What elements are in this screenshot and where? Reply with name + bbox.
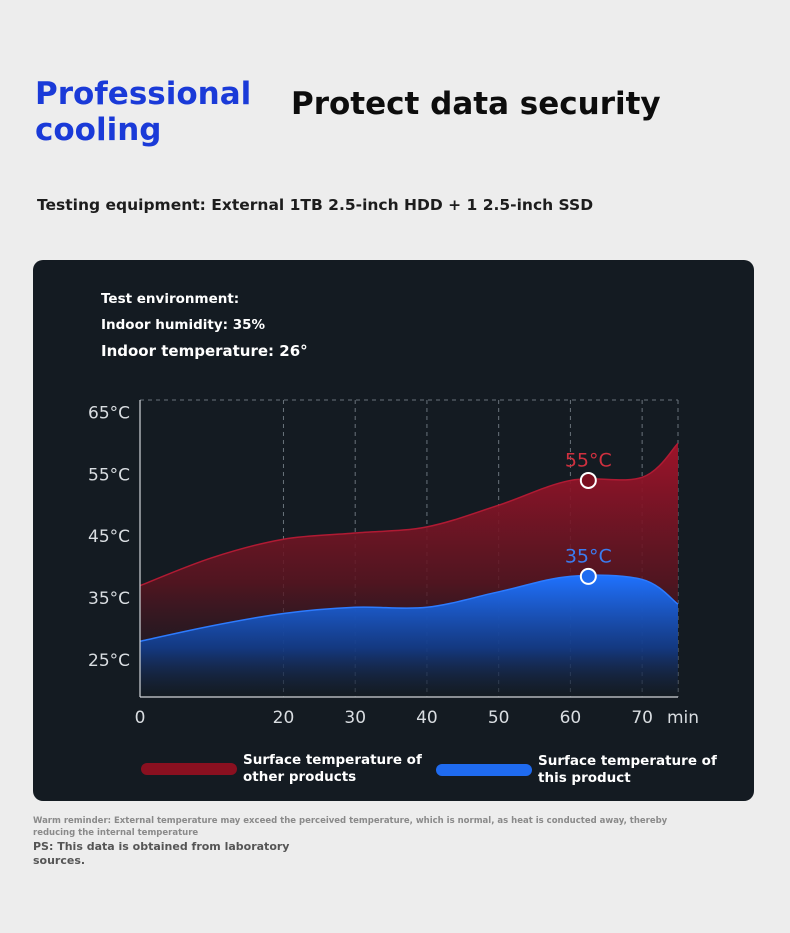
series-this-product-line <box>139 574 679 643</box>
legend-this-product: Surface temperature of this product <box>436 753 728 787</box>
legend-label-this: Surface temperature of this product <box>538 753 717 786</box>
environment-temperature: Indoor temperature: 26° <box>101 342 308 360</box>
legend-swatch-other <box>141 763 237 775</box>
x-tick-label: 30 <box>344 708 366 728</box>
y-tick-label: 65°C <box>88 403 130 423</box>
annotation-35c: 35°C <box>565 545 612 567</box>
x-tick-label: 40 <box>416 708 438 728</box>
ps-note-text: PS: This data is obtained from laborator… <box>33 840 290 867</box>
x-tick-label: 70 <box>631 708 653 728</box>
title-protect-data-security: Protect data security <box>291 86 661 122</box>
y-tick-label: 25°C <box>88 651 130 671</box>
legend-label-other: Surface temperature of other products <box>243 752 422 785</box>
environment-heading: Test environment: <box>101 291 240 307</box>
series-this-product-area <box>140 575 678 697</box>
x-tick-label: 0 <box>135 708 146 728</box>
x-axis-label: min <box>667 708 699 728</box>
annotation-55c: 55°C <box>565 449 612 471</box>
testing-equipment-text: Testing equipment: External 1TB 2.5-inch… <box>37 196 594 214</box>
environment-humidity: Indoor humidity: 35% <box>101 317 266 333</box>
marker-other-product <box>579 471 597 489</box>
title-professional-cooling: Professional cooling <box>35 76 252 148</box>
legend-other-products: Surface temperature of other products <box>141 752 433 786</box>
y-tick-label: 55°C <box>88 465 130 485</box>
y-tick-label: 35°C <box>88 589 130 609</box>
x-tick-label: 20 <box>273 708 295 728</box>
legend-swatch-this <box>436 764 532 776</box>
x-tick-label: 50 <box>488 708 510 728</box>
marker-this-product <box>579 567 597 585</box>
warm-reminder-text: Warm reminder: External temperature may … <box>33 816 668 838</box>
series-other-products-line <box>139 442 679 587</box>
x-tick-label: 60 <box>560 708 582 728</box>
temperature-chart: 25°C 35°C 45°C 55°C 65°C 0 20 30 40 50 60 70 min 55°C… <box>88 399 699 728</box>
y-tick-label: 45°C <box>88 527 130 547</box>
chart-panel: Test environment: Indoor humidity: 35% I… <box>33 260 754 801</box>
